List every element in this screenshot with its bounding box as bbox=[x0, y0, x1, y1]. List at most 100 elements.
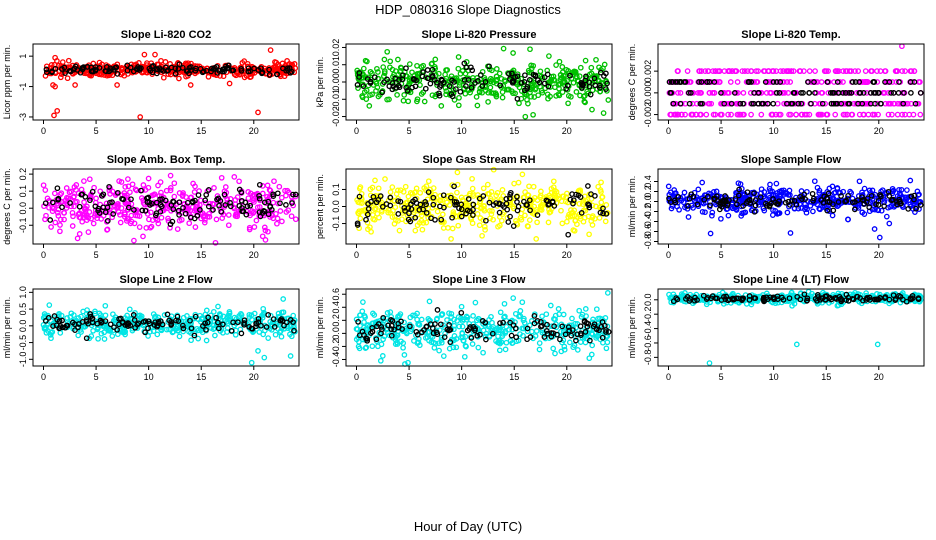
data-point bbox=[524, 83, 531, 90]
data-point bbox=[861, 211, 868, 217]
data-point bbox=[48, 335, 54, 342]
data-point bbox=[124, 67, 131, 74]
data-point bbox=[246, 314, 253, 320]
data-point bbox=[477, 72, 484, 78]
data-point bbox=[195, 335, 202, 342]
x-tick-label: 10 bbox=[144, 250, 154, 260]
data-point bbox=[48, 224, 54, 230]
data-point bbox=[526, 217, 533, 223]
data-point bbox=[719, 203, 725, 210]
data-point bbox=[238, 330, 245, 337]
data-point bbox=[40, 182, 47, 189]
data-point bbox=[896, 186, 902, 193]
data-point bbox=[766, 202, 773, 209]
data-point bbox=[217, 198, 224, 204]
data-point bbox=[595, 183, 602, 190]
data-point bbox=[568, 93, 574, 100]
data-point bbox=[420, 69, 426, 76]
data-point bbox=[270, 316, 277, 322]
x-tick-label: 0 bbox=[354, 372, 359, 382]
data-point bbox=[871, 111, 878, 118]
data-point bbox=[200, 323, 206, 329]
data-point bbox=[405, 216, 412, 223]
data-point bbox=[186, 220, 193, 227]
data-point bbox=[430, 201, 437, 208]
data-point bbox=[483, 336, 489, 343]
data-point bbox=[561, 343, 568, 350]
data-point bbox=[461, 60, 468, 67]
data-point bbox=[265, 198, 272, 205]
data-point bbox=[62, 70, 68, 76]
data-point bbox=[429, 74, 436, 80]
data-point bbox=[381, 79, 387, 86]
data-point bbox=[278, 316, 285, 322]
data-point bbox=[455, 222, 462, 229]
x-tick-label: 20 bbox=[249, 372, 259, 382]
data-point bbox=[273, 210, 279, 217]
data-point bbox=[751, 190, 757, 197]
data-point bbox=[530, 111, 536, 118]
data-point bbox=[799, 111, 805, 118]
data-point bbox=[261, 199, 268, 206]
data-point bbox=[588, 351, 595, 358]
data-point bbox=[281, 322, 287, 329]
data-point bbox=[776, 90, 783, 96]
data-point bbox=[84, 64, 91, 70]
data-point bbox=[107, 321, 114, 328]
data-point bbox=[375, 69, 381, 75]
data-point bbox=[176, 61, 183, 68]
data-point bbox=[58, 71, 65, 78]
data-point bbox=[443, 88, 450, 94]
data-point bbox=[86, 176, 93, 183]
data-point bbox=[755, 100, 762, 107]
data-point bbox=[149, 63, 155, 70]
data-point bbox=[544, 71, 551, 78]
data-point bbox=[869, 68, 875, 74]
data-point bbox=[534, 318, 541, 324]
data-point bbox=[359, 93, 365, 99]
data-point bbox=[710, 111, 717, 118]
data-point bbox=[253, 320, 259, 327]
data-point bbox=[571, 212, 578, 219]
data-point bbox=[272, 331, 279, 338]
data-point bbox=[740, 90, 747, 96]
data-point bbox=[482, 84, 489, 90]
data-point bbox=[489, 330, 496, 337]
data-point bbox=[57, 216, 64, 223]
data-point bbox=[69, 319, 76, 326]
data-point bbox=[116, 178, 122, 184]
data-point bbox=[417, 201, 424, 208]
data-point bbox=[180, 314, 187, 321]
data-point bbox=[510, 78, 517, 84]
data-point bbox=[907, 68, 914, 74]
data-point bbox=[121, 209, 128, 216]
data-point bbox=[897, 192, 904, 198]
data-point bbox=[564, 190, 570, 197]
data-point bbox=[838, 193, 844, 199]
x-tick-label: 5 bbox=[94, 126, 99, 136]
data-point bbox=[722, 193, 728, 199]
data-point bbox=[675, 194, 682, 200]
data-point bbox=[571, 199, 577, 206]
data-point bbox=[148, 223, 155, 230]
data-point bbox=[81, 199, 87, 206]
data-point bbox=[474, 211, 481, 217]
panel-boxtemp: Slope Amb. Box Temp.degrees C per min.0 5… bbox=[2, 154, 300, 260]
data-point bbox=[272, 59, 278, 65]
data-point bbox=[382, 176, 388, 182]
data-point bbox=[872, 100, 878, 107]
data-point bbox=[356, 193, 363, 200]
data-point bbox=[522, 72, 528, 79]
y-tick-label: -0.5 bbox=[18, 335, 28, 351]
data-point bbox=[87, 197, 93, 204]
x-tick-label: 20 bbox=[874, 250, 884, 260]
data-point bbox=[287, 353, 294, 359]
data-point bbox=[256, 192, 262, 199]
data-point bbox=[497, 309, 504, 316]
data-point bbox=[846, 100, 853, 107]
data-point bbox=[261, 224, 268, 231]
data-point bbox=[438, 103, 445, 109]
data-point bbox=[64, 75, 71, 82]
data-point bbox=[856, 111, 863, 118]
data-point bbox=[495, 327, 502, 334]
